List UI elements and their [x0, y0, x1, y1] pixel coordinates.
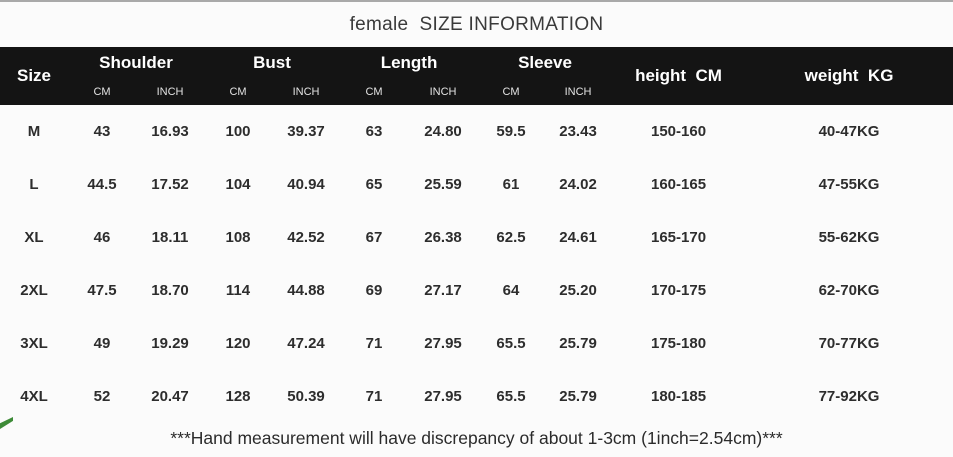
shoulder-inch-cell: 17.52: [151, 176, 189, 193]
sleeve-inch-cell: 25.20: [559, 282, 597, 299]
sleeve-inch-cell: 25.79: [559, 335, 597, 352]
shoulder-inch-cell: 20.47: [151, 388, 189, 405]
table-row-m: M 43 16.93 100 39.37 63 24.80 59.5 23.43…: [0, 105, 953, 158]
size-column-header: Size: [0, 47, 68, 105]
weight-column-header: weight KG: [745, 47, 953, 105]
height-column-header: height CM: [612, 47, 746, 105]
weight-cell: 62-70KG: [818, 282, 880, 299]
height-cell: 175-180: [651, 335, 707, 352]
height-cell: 165-170: [651, 229, 707, 246]
shoulder-inch-cell: 18.11: [151, 229, 189, 246]
header-unit-row: CM INCH CM INCH CM INCH CM INCH: [0, 79, 953, 105]
size-cell: XL: [24, 229, 44, 246]
length-inch-cell: 26.38: [424, 229, 462, 246]
measurement-disclaimer: ***Hand measurement will have discrepanc…: [170, 428, 783, 448]
bust-inch-header: INCH: [272, 79, 341, 105]
bust-cm-cell: 120: [225, 335, 251, 352]
height-cell: 170-175: [651, 282, 707, 299]
shoulder-cm-cell: 47.5: [87, 282, 117, 299]
size-cell: 3XL: [20, 335, 48, 352]
sleeve-cm-cell: 64: [502, 282, 520, 299]
length-cm-cell: 71: [365, 388, 383, 405]
shoulder-inch-cell: 19.29: [151, 335, 189, 352]
bust-inch-cell: 39.37: [287, 123, 325, 140]
bust-inch-cell: 47.24: [287, 335, 325, 352]
table-row-l: L 44.5 17.52 104 40.94 65 25.59 61 24.02…: [0, 158, 953, 211]
bust-cm-header: CM: [204, 79, 273, 105]
bust-cm-cell: 100: [225, 123, 251, 140]
shoulder-group-header: Shoulder: [68, 47, 205, 79]
sleeve-cm-cell: 61: [502, 176, 520, 193]
bust-cm-cell: 108: [225, 229, 251, 246]
shoulder-cm-cell: 49: [93, 335, 111, 352]
size-table: Size Shoulder Bust Length Sleeve height …: [0, 47, 953, 423]
bust-inch-cell: 42.52: [287, 229, 325, 246]
length-cm-header: CM: [340, 79, 409, 105]
bust-group-header: Bust: [204, 47, 341, 79]
length-cm-cell: 63: [365, 123, 383, 140]
sleeve-inch-header: INCH: [544, 79, 613, 105]
bust-cm-cell: 114: [225, 282, 251, 299]
length-inch-cell: 27.17: [424, 282, 462, 299]
length-inch-cell: 25.59: [424, 176, 462, 193]
bust-inch-cell: 40.94: [287, 176, 325, 193]
table-row-2xl: 2XL 47.5 18.70 114 44.88 69 27.17 64 25.…: [0, 264, 953, 317]
size-cell: 4XL: [20, 388, 48, 405]
sleeve-inch-cell: 25.79: [559, 388, 597, 405]
page-title: female SIZE INFORMATION: [349, 14, 604, 35]
weight-cell: 47-55KG: [818, 176, 880, 193]
shoulder-inch-cell: 18.70: [151, 282, 189, 299]
length-cm-cell: 71: [365, 335, 383, 352]
length-inch-header: INCH: [408, 79, 479, 105]
length-inch-cell: 27.95: [424, 335, 462, 352]
top-divider: [0, 0, 953, 2]
height-cell: 160-165: [651, 176, 707, 193]
shoulder-inch-cell: 16.93: [151, 123, 189, 140]
shoulder-cm-cell: 44.5: [87, 176, 117, 193]
bust-cm-cell: 104: [225, 176, 251, 193]
length-inch-cell: 24.80: [424, 123, 462, 140]
sleeve-cm-cell: 59.5: [496, 123, 526, 140]
shoulder-cm-cell: 43: [93, 123, 111, 140]
sleeve-inch-cell: 23.43: [559, 123, 597, 140]
sleeve-inch-cell: 24.02: [559, 176, 597, 193]
bust-inch-cell: 44.88: [287, 282, 325, 299]
weight-cell: 55-62KG: [818, 229, 880, 246]
sleeve-cm-cell: 65.5: [496, 335, 526, 352]
sleeve-cm-cell: 65.5: [496, 388, 526, 405]
table-row-4xl: 4XL 52 20.47 128 50.39 71 27.95 65.5 25.…: [0, 370, 953, 423]
bust-inch-cell: 50.39: [287, 388, 325, 405]
size-cell: 2XL: [20, 282, 48, 299]
size-cell: L: [29, 176, 39, 193]
height-cell: 150-160: [651, 123, 707, 140]
table-row-3xl: 3XL 49 19.29 120 47.24 71 27.95 65.5 25.…: [0, 317, 953, 370]
length-cm-cell: 67: [365, 229, 383, 246]
shoulder-cm-cell: 46: [93, 229, 111, 246]
weight-cell: 40-47KG: [818, 123, 880, 140]
length-group-header: Length: [340, 47, 479, 79]
sleeve-cm-header: CM: [478, 79, 545, 105]
header-group-row: Size Shoulder Bust Length Sleeve height …: [0, 47, 953, 105]
weight-cell: 77-92KG: [818, 388, 880, 405]
sleeve-inch-cell: 24.61: [559, 229, 597, 246]
length-cm-cell: 65: [365, 176, 383, 193]
shoulder-cm-header: CM: [68, 79, 136, 105]
bust-cm-cell: 128: [225, 388, 251, 405]
sleeve-cm-cell: 62.5: [496, 229, 526, 246]
sleeve-group-header: Sleeve: [478, 47, 613, 79]
size-cell: M: [27, 123, 41, 140]
table-row-xl: XL 46 18.11 108 42.52 67 26.38 62.5 24.6…: [0, 211, 953, 264]
shoulder-inch-header: INCH: [136, 79, 205, 105]
weight-cell: 70-77KG: [818, 335, 880, 352]
length-inch-cell: 27.95: [424, 388, 462, 405]
length-cm-cell: 69: [365, 282, 383, 299]
height-cell: 180-185: [651, 388, 707, 405]
shoulder-cm-cell: 52: [93, 388, 111, 405]
